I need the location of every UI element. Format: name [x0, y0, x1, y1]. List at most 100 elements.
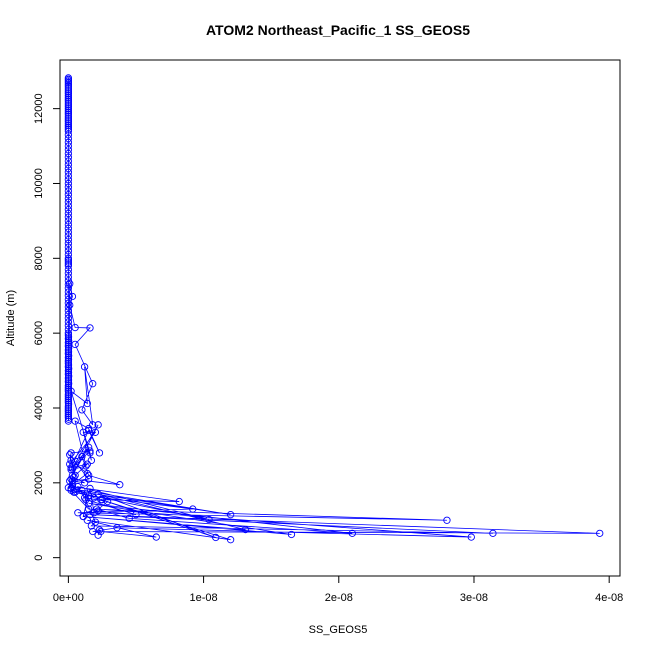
data-point [596, 529, 604, 537]
y-axis: 0 2000 4000 6000 8000 10000 12000 [33, 93, 61, 561]
data-point [64, 314, 73, 322]
data-point [85, 505, 93, 513]
data-point [89, 380, 97, 388]
data-point [66, 451, 74, 459]
data-point [80, 479, 89, 487]
data-point [94, 531, 102, 539]
data-point [87, 522, 96, 530]
data-point [64, 103, 73, 111]
data-point [467, 533, 475, 541]
x-tick-label: 1e-08 [190, 592, 218, 604]
data-point [64, 288, 73, 296]
x-tick-label: 4e-08 [595, 592, 623, 604]
data-point [83, 460, 91, 468]
data-point [64, 179, 73, 188]
data-point [64, 404, 73, 412]
data-point [70, 488, 78, 496]
data-point [64, 258, 73, 266]
data-point [64, 194, 73, 203]
data-point [132, 510, 140, 519]
data-point [64, 273, 73, 281]
data-point [82, 462, 90, 470]
x-tick-label: 3e-08 [460, 592, 488, 604]
data-point [64, 250, 73, 259]
data-point [64, 394, 73, 403]
y-tick-label: 10000 [33, 168, 45, 199]
data-point [64, 206, 73, 214]
data-point [64, 114, 73, 122]
data-point [64, 262, 73, 270]
data-point [64, 409, 73, 418]
data-point [64, 134, 73, 143]
data-point [89, 527, 97, 536]
data-point [64, 406, 73, 414]
data-point [64, 260, 73, 268]
data-point [80, 494, 89, 502]
data-point [86, 449, 94, 457]
data-point [85, 424, 93, 433]
data-point [64, 123, 73, 132]
data-point [152, 533, 160, 541]
data-point [68, 292, 77, 301]
data-point [64, 142, 73, 150]
data-point [90, 494, 98, 502]
data-point [64, 121, 73, 130]
data-point [64, 329, 73, 337]
data-point [226, 510, 235, 519]
data-point [64, 408, 73, 416]
data-point [64, 280, 73, 289]
data-point [82, 496, 90, 504]
data-point [66, 460, 74, 468]
data-point [64, 198, 73, 206]
data-point [64, 91, 73, 100]
data-point [89, 421, 97, 429]
data-point [95, 449, 104, 457]
data-point [64, 325, 73, 334]
data-point [64, 138, 73, 146]
data-point [64, 108, 73, 117]
data-point [64, 307, 73, 315]
data-point [74, 509, 82, 517]
data-point [64, 217, 73, 225]
data-point [83, 399, 91, 408]
data-point [85, 499, 93, 508]
data-point [79, 428, 87, 436]
data-point [175, 497, 183, 506]
data-point [64, 168, 73, 176]
data-point [78, 406, 86, 414]
chart-title: ATOM2 Northeast_Pacific_1 SS_GEOS5 [206, 22, 470, 38]
data-point [66, 301, 74, 309]
data-point [64, 86, 73, 94]
data-point [64, 97, 73, 105]
data-point [67, 456, 75, 465]
data-point [86, 484, 94, 493]
data-point [64, 396, 73, 405]
data-point [64, 164, 73, 173]
data-point [78, 452, 86, 461]
data-point [64, 310, 73, 319]
x-axis: 0e+00 1e-08 2e-08 3e-08 4e-08 [53, 575, 623, 604]
data-point [64, 318, 73, 326]
data-point [64, 93, 73, 102]
data-point [86, 447, 94, 455]
data-point [67, 449, 75, 457]
data-point [64, 224, 73, 233]
data-point [116, 481, 124, 489]
y-tick-label: 4000 [33, 396, 45, 420]
data-point [66, 280, 74, 288]
data-point [64, 104, 73, 113]
data-point [64, 239, 73, 248]
data-point [64, 80, 73, 88]
data-point [64, 183, 73, 191]
data-point [64, 161, 73, 169]
data-point [79, 512, 87, 521]
data-point [103, 497, 112, 506]
data-point [212, 533, 220, 542]
data-point [489, 529, 497, 537]
y-tick-label: 2000 [33, 471, 45, 495]
data-point [348, 529, 356, 537]
data-point [64, 232, 73, 240]
data-point [226, 536, 235, 544]
